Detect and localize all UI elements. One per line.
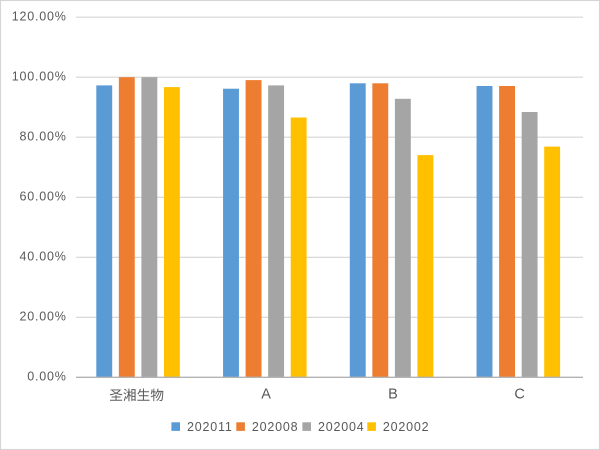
svg-text:100.00%: 100.00% [12, 69, 67, 83]
svg-text:20.00%: 20.00% [19, 310, 66, 324]
svg-text:120.00%: 120.00% [12, 9, 67, 23]
svg-text:40.00%: 40.00% [19, 250, 66, 264]
svg-text:C: C [514, 387, 524, 403]
svg-text:60.00%: 60.00% [19, 190, 66, 204]
svg-text:0.00%: 0.00% [27, 370, 66, 384]
svg-text:80.00%: 80.00% [19, 129, 66, 143]
svg-text:A: A [261, 387, 271, 403]
svg-text:202011: 202011 [187, 420, 233, 434]
svg-text:202008: 202008 [252, 420, 299, 434]
svg-text:B: B [388, 387, 398, 403]
svg-text:202004: 202004 [318, 420, 365, 434]
svg-text:202002: 202002 [383, 420, 430, 434]
